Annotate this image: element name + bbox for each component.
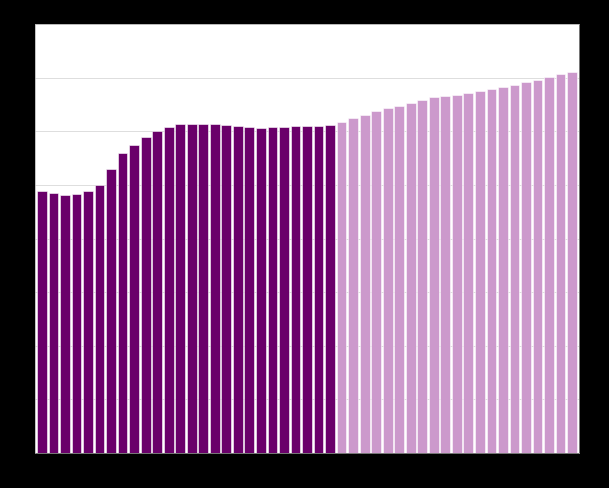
Bar xyxy=(429,98,438,453)
Bar xyxy=(498,87,508,453)
Bar xyxy=(452,96,462,453)
Bar xyxy=(267,128,277,453)
Bar xyxy=(544,78,554,453)
Bar xyxy=(533,81,543,453)
Bar xyxy=(106,169,116,453)
Bar xyxy=(302,127,312,453)
Bar xyxy=(383,109,393,453)
Bar xyxy=(118,153,127,453)
Bar xyxy=(406,103,415,453)
Bar xyxy=(199,124,208,453)
Bar xyxy=(325,125,335,453)
Bar xyxy=(233,127,243,453)
Bar xyxy=(337,123,347,453)
Bar xyxy=(187,124,197,453)
Bar xyxy=(83,191,93,453)
Bar xyxy=(290,127,300,453)
Bar xyxy=(49,194,58,453)
Bar xyxy=(279,128,289,453)
Bar xyxy=(222,126,231,453)
Bar xyxy=(129,145,139,453)
Bar xyxy=(314,126,323,453)
Bar xyxy=(521,83,531,453)
Bar xyxy=(463,94,473,453)
Bar xyxy=(475,92,485,453)
Bar xyxy=(348,119,358,453)
Bar xyxy=(72,195,82,453)
Bar xyxy=(37,192,47,453)
Bar xyxy=(510,85,519,453)
Bar xyxy=(141,137,150,453)
Bar xyxy=(394,106,404,453)
Bar xyxy=(555,75,566,453)
Bar xyxy=(244,128,255,453)
Bar xyxy=(164,128,174,453)
Bar xyxy=(175,125,185,453)
Bar xyxy=(60,196,70,453)
Bar xyxy=(94,185,104,453)
Bar xyxy=(371,112,381,453)
Bar xyxy=(567,73,577,453)
Bar xyxy=(256,129,266,453)
Bar xyxy=(152,132,162,453)
Bar xyxy=(487,90,496,453)
Bar xyxy=(440,97,450,453)
Bar xyxy=(210,125,220,453)
Bar xyxy=(360,115,370,453)
Bar xyxy=(417,101,427,453)
